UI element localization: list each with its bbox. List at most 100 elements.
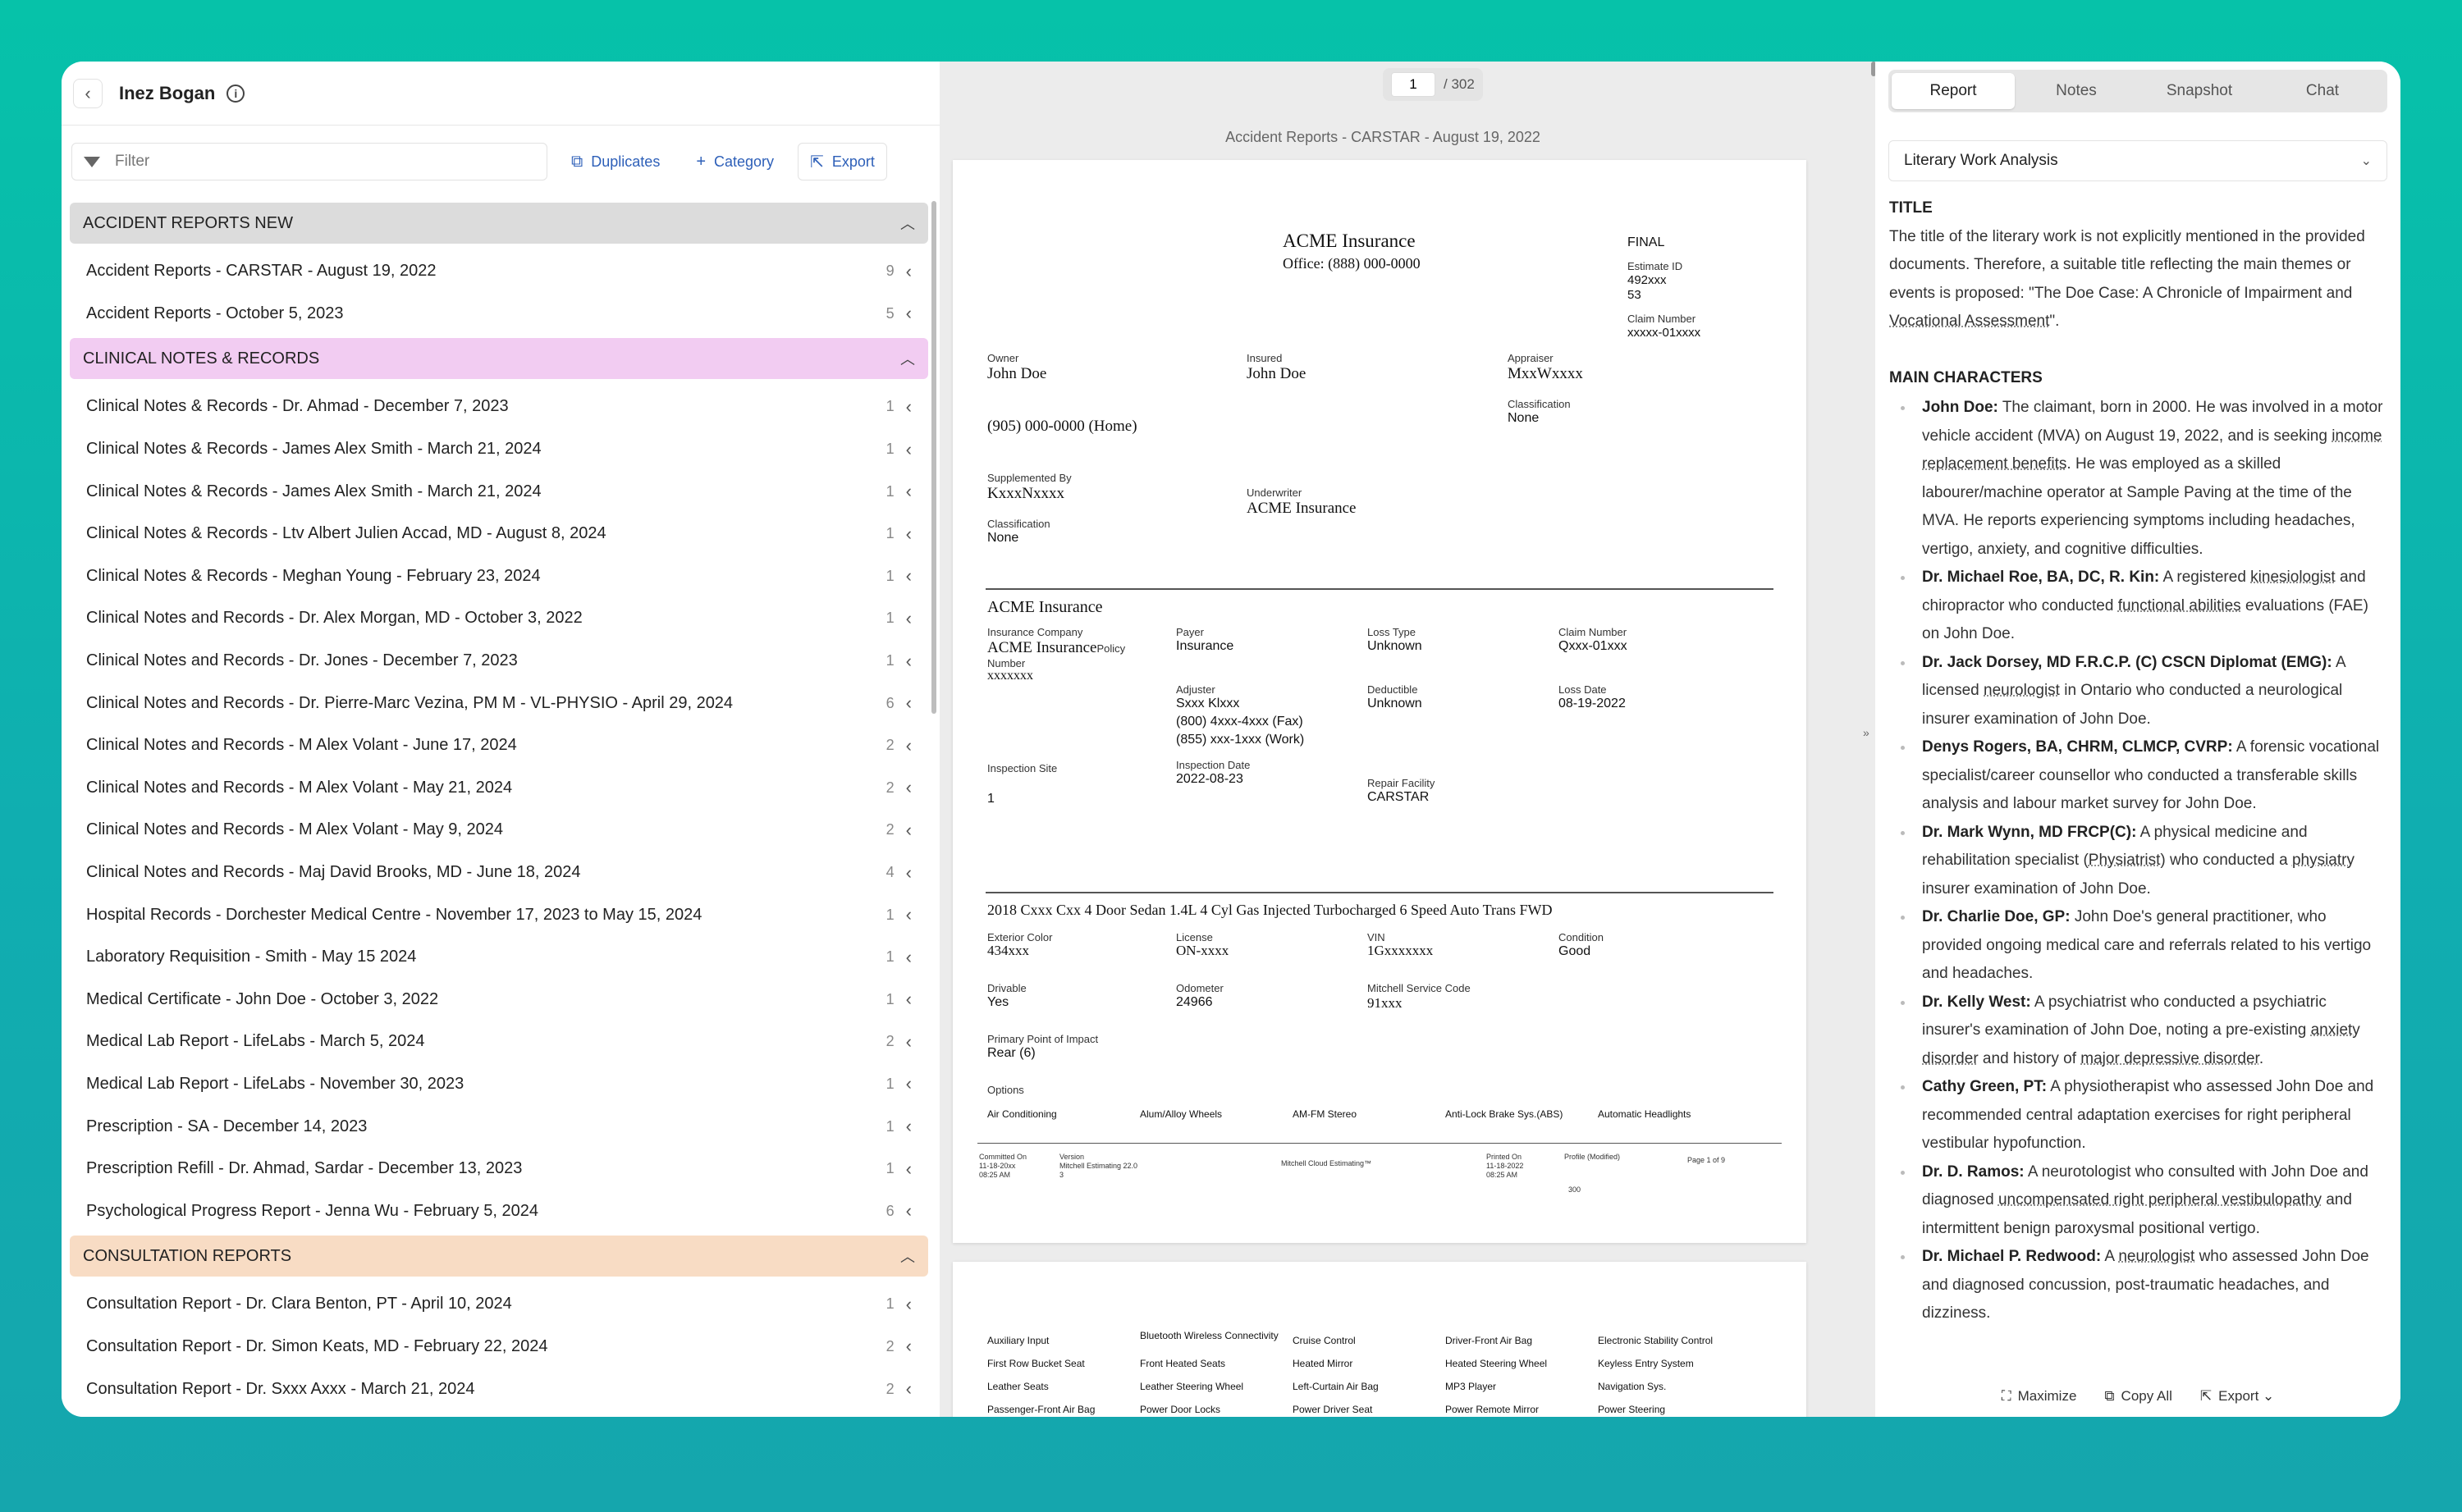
maximize-button[interactable]: ⛶ Maximize — [2002, 1388, 2077, 1405]
analysis-type-select[interactable]: Literary Work Analysis ⌄ — [1888, 140, 2387, 181]
document-list-item[interactable]: Clinical Notes and Records - Dr. Pierre-… — [70, 682, 928, 724]
document-list-item[interactable]: Hospital Records - Dorchester Medical Ce… — [70, 893, 928, 936]
filter-box[interactable] — [71, 143, 547, 180]
document-list-item[interactable]: Accident Reports - CARSTAR - August 19, … — [70, 250, 928, 293]
chevron-left-icon[interactable]: ‹ — [905, 523, 912, 544]
document-list-item[interactable]: Prescription Refill - Dr. Ahmad, Sardar … — [70, 1148, 928, 1190]
mitchell-value: 91xxx — [1367, 995, 1403, 1011]
document-list-item[interactable]: Clinical Notes & Records - James Alex Sm… — [70, 470, 928, 513]
chevron-left-icon[interactable]: ‹ — [905, 481, 912, 502]
chevron-left-icon[interactable]: ‹ — [905, 1116, 912, 1137]
page-number-input[interactable] — [1391, 72, 1435, 97]
chevron-left-icon[interactable]: ‹ — [905, 1378, 912, 1400]
tab-notes[interactable]: Notes — [2056, 82, 2097, 99]
item-meta: 1 ‹ — [886, 1116, 912, 1137]
chevron-left-icon[interactable]: ‹ — [905, 303, 912, 324]
tab-snapshot[interactable]: Snapshot — [2166, 82, 2233, 99]
chevron-left-icon[interactable]: ‹ — [905, 438, 912, 459]
chevron-left-icon[interactable]: ‹ — [905, 395, 912, 417]
linked-term[interactable]: physiatry — [2291, 852, 2354, 869]
info-icon[interactable]: i — [227, 84, 245, 103]
panel-splitter-icon[interactable]: » — [1863, 726, 1869, 739]
chevron-left-icon[interactable]: ‹ — [905, 904, 912, 925]
document-list-item[interactable]: Clinical Notes & Records - James Alex Sm… — [70, 428, 928, 471]
list-scrollbar[interactable] — [931, 201, 936, 714]
document-list-item[interactable]: Clinical Notes and Records - M Alex Vola… — [70, 809, 928, 852]
chevron-left-icon[interactable]: ‹ — [905, 1200, 912, 1222]
document-list-item[interactable]: Accident Reports - October 5, 2023 5 ‹ — [70, 293, 928, 336]
chevron-left-icon[interactable]: ‹ — [905, 734, 912, 756]
export-report-button[interactable]: ⇱ Export ⌄ — [2200, 1388, 2274, 1405]
chevron-up-icon[interactable]: ︿ — [900, 351, 915, 368]
copy-all-button[interactable]: ⧉ Copy All — [2104, 1388, 2172, 1405]
document-list-item[interactable]: Clinical Notes and Records - Maj David B… — [70, 852, 928, 894]
copy-all-label: Copy All — [2121, 1388, 2172, 1404]
document-list-item[interactable]: Clinical Notes and Records - Dr. Jones -… — [70, 640, 928, 683]
document-list-item[interactable]: Laboratory Requisition - Smith - May 15 … — [70, 936, 928, 979]
tab-chat[interactable]: Chat — [2305, 82, 2340, 99]
document-title: Prescription Refill - Dr. Ahmad, Sardar … — [86, 1159, 523, 1178]
category-header[interactable]: ACCIDENT REPORTS NEW ︿ — [70, 203, 928, 244]
chevron-left-icon: ‹ — [85, 82, 91, 103]
maximize-icon: ⛶ — [2001, 1388, 2011, 1404]
chevron-left-icon[interactable]: ‹ — [905, 1073, 912, 1094]
document-list-item[interactable]: Consultation Report - Dr. Clara Benton, … — [70, 1283, 928, 1326]
chevron-left-icon[interactable]: ‹ — [905, 861, 912, 883]
document-list-item[interactable]: Consultation Report - Dr. Sxxx Axxx - Ma… — [70, 1368, 928, 1410]
linked-term[interactable]: uncompensated right peripheral vestibulo… — [1998, 1191, 2322, 1208]
chevron-left-icon[interactable]: ‹ — [905, 607, 912, 628]
character-text: A neurotologist who consulted with John … — [1922, 1163, 2368, 1209]
document-list-item[interactable]: Clinical Notes and Records - M Alex Vola… — [70, 767, 928, 810]
linked-term[interactable]: major depressive disorder — [2080, 1049, 2259, 1067]
chevron-left-icon[interactable]: ‹ — [905, 1336, 912, 1357]
viewer-scrollbar[interactable] — [1871, 62, 1875, 76]
document-list-item[interactable]: Prescription - SA - December 14, 2023 1 ‹ — [70, 1105, 928, 1148]
document-list-item[interactable]: Clinical Notes and Records - M Alex Vola… — [70, 724, 928, 767]
linked-term[interactable]: Physiatrist — [2088, 852, 2161, 869]
linked-term[interactable]: kinesiologist — [2250, 569, 2336, 586]
filter-input[interactable] — [115, 153, 509, 171]
document-list-item[interactable]: Clinical Notes & Records - Dr. Ahmad - D… — [70, 386, 928, 428]
document-list-item[interactable]: Clinical Notes and Records - Dr. Alex Mo… — [70, 597, 928, 640]
character-text: and intermittent benign paroxysmal posit… — [1922, 1191, 2352, 1237]
chevron-left-icon[interactable]: ‹ — [905, 650, 912, 671]
chevron-up-icon[interactable]: ︿ — [900, 1249, 915, 1266]
chevron-left-icon[interactable]: ‹ — [905, 565, 912, 587]
chevron-left-icon[interactable]: ‹ — [905, 1158, 912, 1179]
document-title: Clinical Notes and Records - Dr. Pierre-… — [86, 693, 734, 712]
chevron-left-icon[interactable]: ‹ — [905, 1293, 912, 1314]
category-header[interactable]: CLINICAL NOTES & RECORDS ︿ — [70, 338, 928, 380]
document-list-item[interactable]: Medical Lab Report - LifeLabs - November… — [70, 1063, 928, 1106]
linked-term[interactable]: neurologist — [1984, 682, 2060, 699]
document-list-item[interactable]: Medical Lab Report - LifeLabs - March 5,… — [70, 1021, 928, 1063]
chevron-left-icon[interactable]: ‹ — [905, 989, 912, 1010]
chevron-left-icon[interactable]: ‹ — [905, 777, 912, 798]
linked-term[interactable]: neurologist — [2118, 1248, 2195, 1265]
chevron-left-icon[interactable]: ‹ — [905, 260, 912, 281]
chevron-up-icon[interactable]: ︿ — [900, 216, 915, 232]
character-item: Cathy Green, PT: A physiotherapist who a… — [1889, 1073, 2386, 1158]
chevron-left-icon[interactable]: ‹ — [905, 946, 912, 967]
category-header[interactable]: CONSULTATION REPORTS ︿ — [70, 1236, 928, 1277]
chevron-left-icon[interactable]: ‹ — [905, 819, 912, 840]
document-list-item[interactable]: Consultation Report - Dr. Simon Keats, M… — [70, 1326, 928, 1368]
duplicates-button[interactable]: ⧉ Duplicates — [559, 143, 672, 180]
add-category-button[interactable]: + Category — [684, 143, 786, 180]
document-list-item[interactable]: Psychological Progress Report - Jenna Wu… — [70, 1190, 928, 1232]
adjuster-value: Sxxx Klxxx — [1176, 697, 1240, 710]
title-text-underlined[interactable]: Vocational Assessment — [1889, 313, 2050, 330]
document-list-item[interactable]: Clinical Notes & Records - Meghan Young … — [70, 555, 928, 598]
chevron-left-icon[interactable]: ‹ — [905, 1030, 912, 1052]
back-button[interactable]: ‹ — [73, 78, 103, 108]
linked-term[interactable]: anxiety disorder — [1922, 1021, 2360, 1067]
document-list-item[interactable]: Clinical Notes & Records - Ltv Albert Ju… — [70, 513, 928, 555]
character-text: . He was employed as a skilled labourer/… — [1922, 455, 2355, 558]
tab-report[interactable]: Report — [1892, 73, 2015, 109]
chevron-left-icon[interactable]: ‹ — [905, 692, 912, 714]
document-title: Medical Lab Report - LifeLabs - March 5,… — [86, 1032, 425, 1051]
document-list-item[interactable]: Medical Certificate - John Doe - October… — [70, 979, 928, 1021]
linked-term[interactable]: income replacement benefits — [1922, 427, 2382, 473]
export-button[interactable]: ⇱ Export — [798, 143, 887, 180]
item-meta: 1 ‹ — [886, 523, 912, 545]
linked-term[interactable]: functional abilities — [2117, 596, 2241, 614]
